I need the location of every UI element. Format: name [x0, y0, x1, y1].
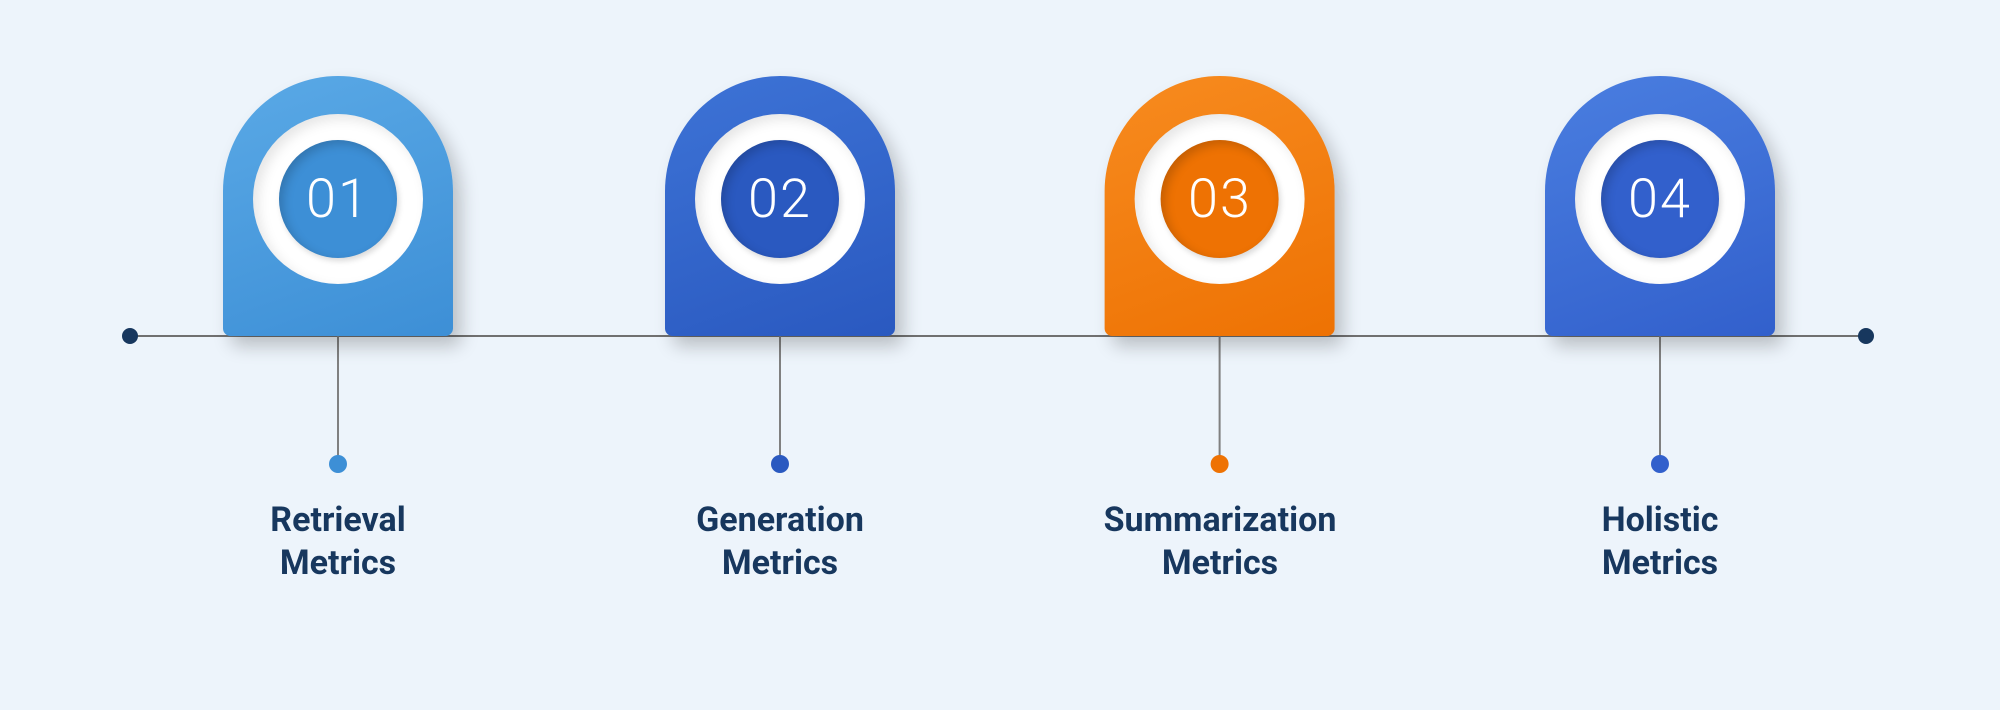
connector-line [1659, 336, 1661, 456]
white-ring: 01 [253, 114, 423, 284]
inner-disc: 01 [279, 140, 397, 258]
step-arch: 02 [665, 76, 895, 336]
step-number: 03 [1188, 168, 1252, 231]
step-number: 02 [748, 168, 812, 231]
step-label: Summarization Metrics [1104, 499, 1337, 584]
inner-disc: 04 [1601, 140, 1719, 258]
connector-dot [771, 455, 789, 473]
step-number: 04 [1628, 168, 1692, 231]
step-1: 01 Retrieval Metrics [223, 76, 453, 584]
step-arch: 04 [1545, 76, 1775, 336]
step-label: Generation Metrics [696, 499, 864, 584]
timeline-endpoint-left [122, 328, 138, 344]
connector-dot [1651, 455, 1669, 473]
connector-dot [1211, 455, 1229, 473]
step-number: 01 [306, 168, 370, 231]
inner-disc: 03 [1161, 140, 1279, 258]
white-ring: 02 [695, 114, 865, 284]
inner-disc: 02 [721, 140, 839, 258]
white-ring: 03 [1135, 114, 1305, 284]
step-4: 04 Holistic Metrics [1545, 76, 1775, 584]
connector-dot [329, 455, 347, 473]
connector-line [779, 336, 781, 456]
white-ring: 04 [1575, 114, 1745, 284]
step-3: 03 Summarization Metrics [1104, 76, 1337, 584]
step-label: Holistic Metrics [1602, 499, 1719, 584]
step-arch: 01 [223, 76, 453, 336]
connector-line [1219, 336, 1221, 456]
timeline-endpoint-right [1858, 328, 1874, 344]
connector-line [337, 336, 339, 456]
step-arch: 03 [1105, 76, 1335, 336]
step-2: 02 Generation Metrics [665, 76, 895, 584]
step-label: Retrieval Metrics [270, 499, 405, 584]
